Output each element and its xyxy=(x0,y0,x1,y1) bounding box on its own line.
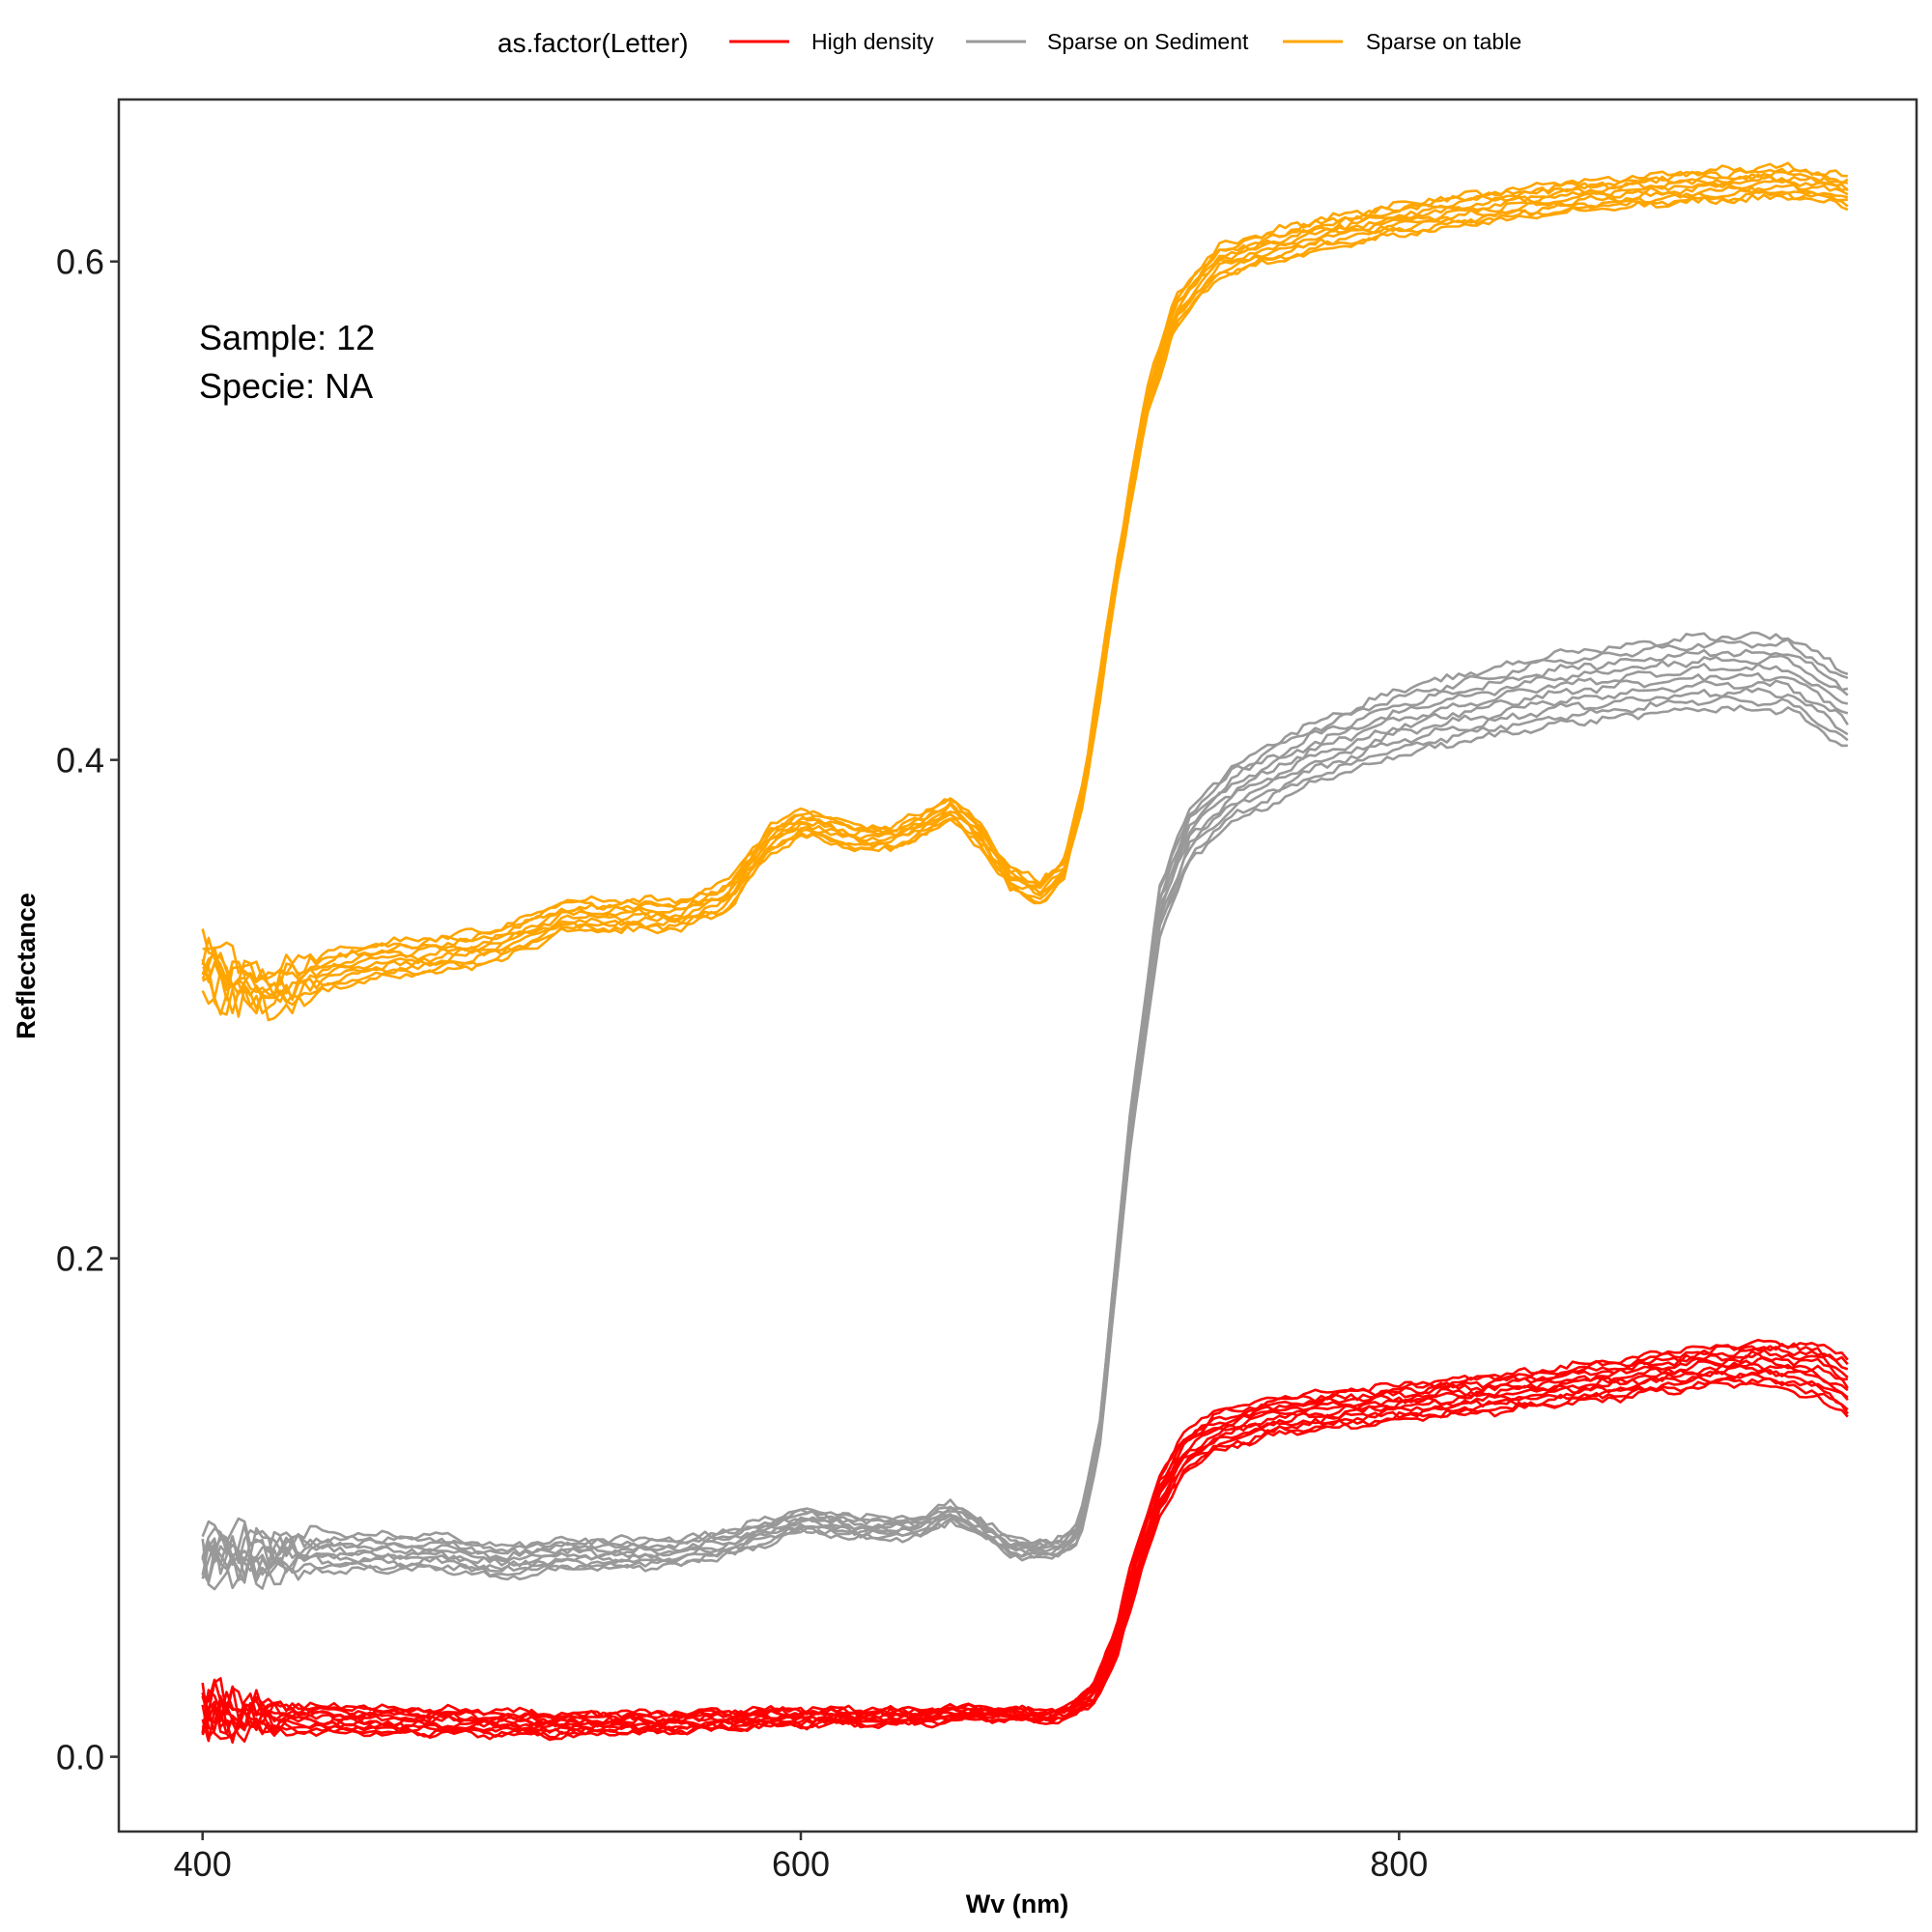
series-layer xyxy=(201,161,1849,1745)
legend: as.factor(Letter) High density Sparse on… xyxy=(497,28,1521,58)
series-line xyxy=(201,186,1848,1015)
series-line xyxy=(201,663,1849,1576)
y-axis-title: Reflectance xyxy=(12,893,41,1039)
series-line xyxy=(201,679,1849,1579)
series-line xyxy=(202,638,1849,1560)
series-group-sparse-on-sediment xyxy=(201,631,1849,1591)
annotation-specie: Specie: NA xyxy=(199,366,373,406)
series-line xyxy=(201,168,1849,988)
series-line xyxy=(201,695,1849,1590)
x-axis: 400 600 800 xyxy=(174,1832,1428,1884)
series-line xyxy=(201,167,1849,988)
y-tick-label: 0.4 xyxy=(56,741,104,781)
plot-panel-border xyxy=(117,98,1918,1833)
series-group-high-density xyxy=(201,1338,1849,1745)
y-axis: 0.0 0.2 0.4 0.6 xyxy=(56,242,119,1777)
legend-title: as.factor(Letter) xyxy=(497,28,689,58)
y-tick-label: 0.0 xyxy=(56,1738,104,1777)
legend-label-sparse-on-sediment: Sparse on Sediment xyxy=(1047,29,1249,54)
y-tick-label: 0.6 xyxy=(56,242,104,282)
annotation-sample: Sample: 12 xyxy=(199,318,375,357)
series-line xyxy=(201,654,1849,1564)
series-line xyxy=(201,1342,1849,1722)
series-line xyxy=(201,1338,1849,1719)
series-line xyxy=(201,671,1849,1577)
series-line xyxy=(202,175,1849,1002)
series-line xyxy=(201,704,1848,1590)
series-line xyxy=(201,1361,1849,1739)
legend-label-high-density: High density xyxy=(811,29,934,54)
series-line xyxy=(201,1369,1849,1741)
series-line xyxy=(201,631,1849,1553)
x-axis-title: Wv (nm) xyxy=(966,1889,1068,1918)
series-line xyxy=(201,687,1849,1591)
series-line xyxy=(202,193,1849,1022)
y-tick-label: 0.2 xyxy=(56,1239,104,1279)
x-tick-label: 600 xyxy=(772,1844,830,1884)
series-line xyxy=(202,161,1848,980)
x-tick-label: 400 xyxy=(174,1844,232,1884)
x-tick-label: 800 xyxy=(1370,1844,1428,1884)
series-line xyxy=(201,1380,1849,1745)
legend-label-sparse-on-table: Sparse on table xyxy=(1366,29,1521,54)
series-group-sparse-on-table xyxy=(201,161,1849,1022)
series-line xyxy=(201,648,1849,1565)
series-line xyxy=(201,190,1849,1018)
series-line xyxy=(201,1349,1849,1724)
